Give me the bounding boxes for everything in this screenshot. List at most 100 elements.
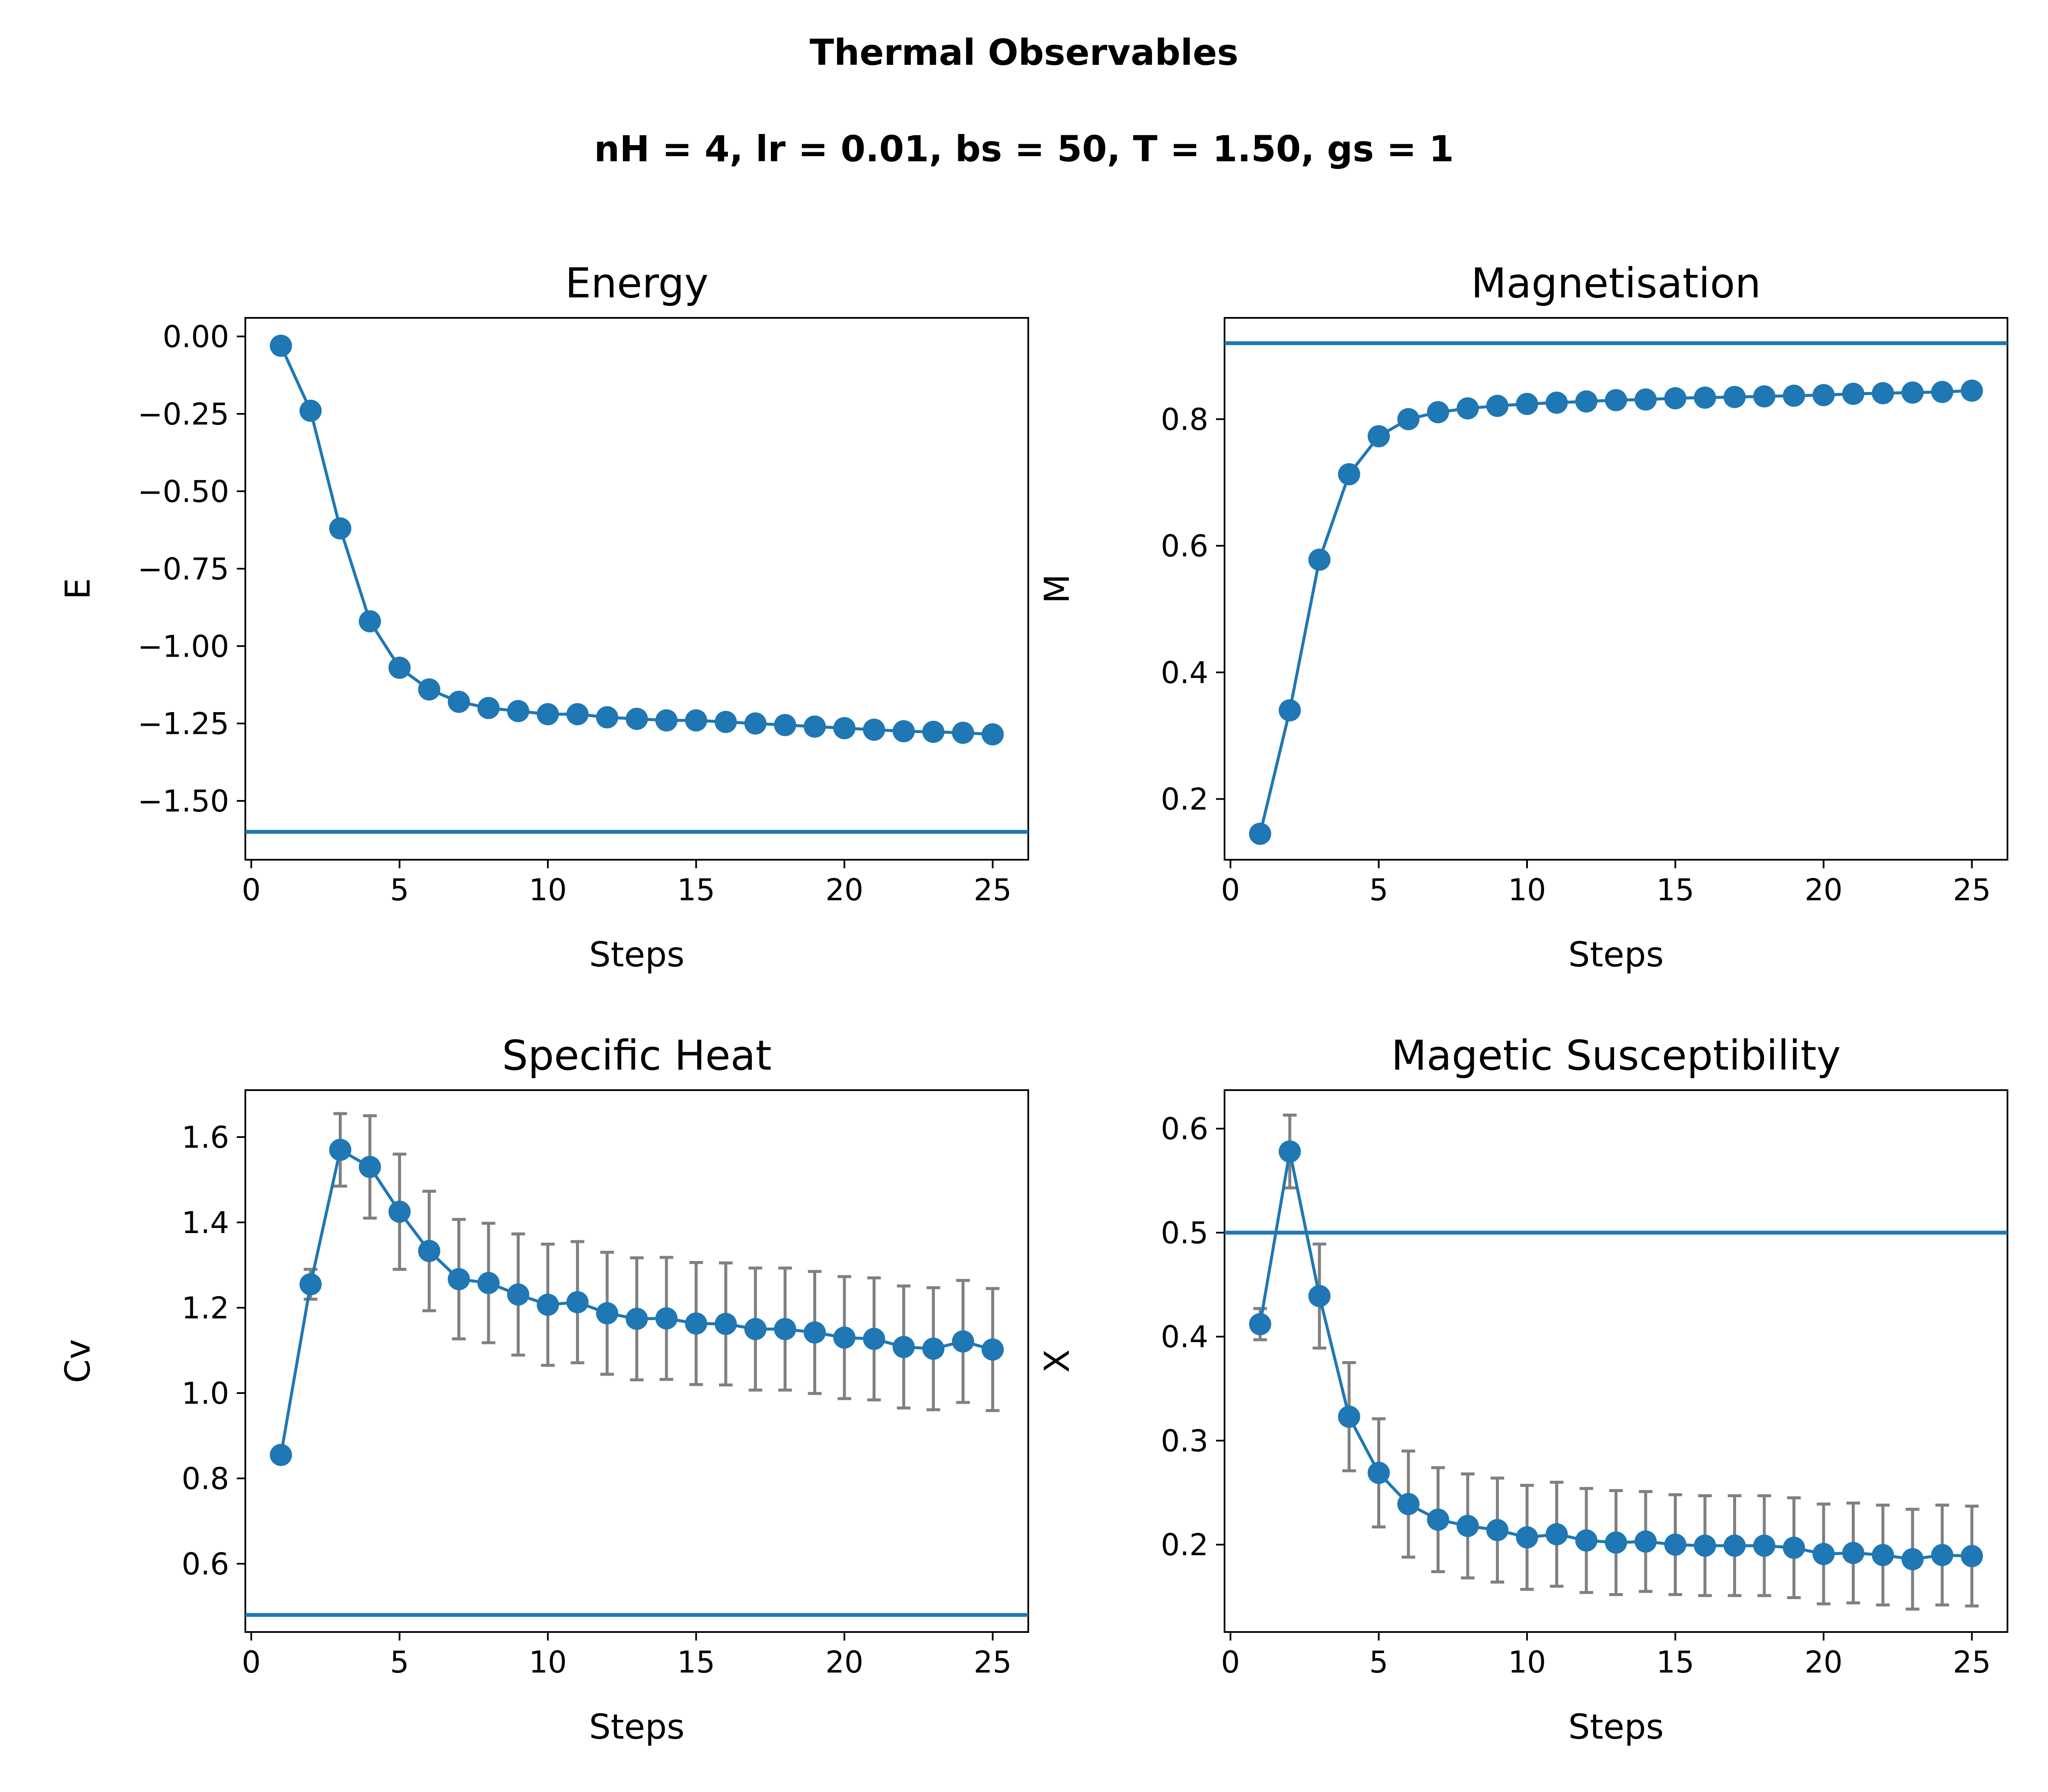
- data-point: [625, 1308, 648, 1330]
- data-point: [418, 1240, 440, 1262]
- data-point: [863, 719, 885, 741]
- data-point: [1516, 393, 1538, 415]
- data-point: [833, 717, 856, 739]
- x-tick-label: 10: [1508, 1645, 1546, 1680]
- data-point: [388, 1201, 411, 1223]
- x-tick-label: 25: [974, 873, 1012, 908]
- x-tick-label: 20: [826, 1645, 864, 1680]
- data-point: [655, 709, 678, 732]
- data-point: [1545, 1523, 1568, 1545]
- x-tick-label: 10: [1508, 873, 1546, 908]
- data-point: [1427, 401, 1449, 424]
- magnetisation-panel: Magnetisation Steps M 0 5 10 15 20 25 0.2 0.4 0.…: [1037, 259, 2008, 975]
- x-axis-label: Steps: [589, 935, 685, 975]
- x-tick-label: 10: [529, 873, 567, 908]
- y-tick-label: 1.4: [182, 1205, 229, 1240]
- x-tick-label: 15: [677, 873, 715, 908]
- data-point: [655, 1307, 678, 1329]
- panel-title: Specific Heat: [502, 1032, 772, 1079]
- plot-frame: [1224, 1089, 2008, 1633]
- data-point: [1842, 1542, 1865, 1564]
- data-point: [1635, 388, 1657, 411]
- y-tick-label: −0.25: [137, 397, 229, 432]
- data-point: [893, 1336, 915, 1358]
- y-tick-label: 0.6: [1161, 1111, 1208, 1146]
- data-point: [566, 703, 589, 725]
- data-point: [833, 1327, 856, 1349]
- data-point: [1427, 1508, 1449, 1531]
- figure-title: Thermal Observables: [809, 32, 1238, 73]
- data-point: [893, 720, 915, 742]
- y-tick-label: −0.50: [137, 474, 229, 509]
- y-tick-label: 1.2: [182, 1291, 229, 1326]
- x-tick-label: 0: [1221, 1645, 1240, 1680]
- data-point: [981, 723, 1004, 746]
- data-point: [1397, 408, 1420, 431]
- data-point: [1338, 1405, 1360, 1428]
- data-point: [685, 1312, 707, 1335]
- data-point: [1842, 383, 1865, 405]
- x-tick-label: 15: [1656, 873, 1694, 908]
- data-point: [329, 1139, 352, 1161]
- panel-title: Magnetisation: [1471, 259, 1761, 307]
- data-point: [1753, 385, 1776, 407]
- y-tick-label: 0.2: [1161, 782, 1208, 817]
- x-tick-label: 15: [677, 1645, 715, 1680]
- susceptibility-panel: Magetic Susceptibility Steps X 0 5 10 15 20 2…: [1037, 1032, 2008, 1747]
- data-point: [1338, 463, 1360, 486]
- figure-subtitle: nH = 4, lr = 0.01, bs = 50, T = 1.50, gs…: [594, 128, 1454, 170]
- specific-heat-panel: Specific Heat Steps Cv 0 5 10 15 20 25 0.6 0.8 1…: [58, 1032, 1029, 1747]
- data-point: [1308, 548, 1331, 571]
- panel-title: Magetic Susceptibility: [1391, 1032, 1841, 1079]
- data-point: [1278, 1140, 1301, 1163]
- data-point: [477, 1272, 500, 1294]
- data-point: [1901, 1548, 1924, 1571]
- data-point: [1872, 382, 1894, 404]
- x-tick-label: 0: [242, 873, 261, 908]
- data-point: [358, 1156, 381, 1178]
- data-point: [299, 1273, 322, 1295]
- data-point: [536, 703, 559, 725]
- data-point: [1694, 386, 1716, 409]
- data-point: [922, 1338, 945, 1360]
- x-tick-label: 5: [1369, 1645, 1388, 1680]
- data-point: [1961, 1545, 1983, 1568]
- data-point: [1872, 1544, 1894, 1566]
- y-tick-label: 1.6: [182, 1120, 229, 1155]
- data-point: [1783, 384, 1805, 407]
- data-point: [1694, 1534, 1716, 1557]
- y-tick-label: 0.4: [1161, 1320, 1208, 1355]
- data-point: [1931, 381, 1954, 403]
- y-tick-label: 0.00: [163, 320, 229, 355]
- data-point: [299, 399, 322, 422]
- data-point: [981, 1338, 1004, 1361]
- data-point: [477, 697, 500, 719]
- y-axis-label: E: [58, 578, 98, 600]
- data-point: [1367, 1462, 1390, 1484]
- y-tick-label: 0.5: [1161, 1216, 1208, 1251]
- data-point: [388, 657, 411, 679]
- data-point: [803, 1321, 826, 1344]
- data-point: [1308, 1285, 1331, 1307]
- x-axis-label: Steps: [1568, 935, 1664, 975]
- data-point: [774, 1318, 797, 1340]
- data-point: [625, 707, 648, 730]
- y-axis-label: X: [1037, 1350, 1077, 1373]
- data-point: [952, 1330, 975, 1353]
- y-tick-label: −1.25: [137, 707, 229, 742]
- data-point: [507, 1283, 529, 1306]
- data-point: [596, 1302, 618, 1324]
- x-tick-label: 5: [390, 873, 409, 908]
- y-tick-label: −1.00: [137, 629, 229, 664]
- y-tick-label: 0.8: [182, 1461, 229, 1496]
- data-point: [685, 709, 707, 732]
- data-point: [1961, 379, 1983, 402]
- x-tick-label: 0: [1221, 873, 1240, 908]
- data-point: [1901, 381, 1924, 404]
- x-tick-label: 25: [974, 1645, 1012, 1680]
- x-tick-label: 5: [390, 1645, 409, 1680]
- data-point: [1812, 384, 1835, 407]
- data-point: [1575, 390, 1597, 413]
- plot-frame: [244, 1089, 1029, 1633]
